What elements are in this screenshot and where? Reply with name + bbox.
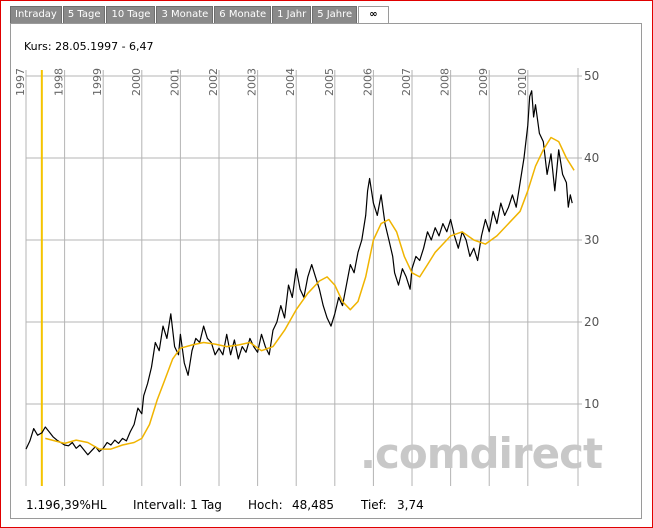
tab-6[interactable]: 5 Jahre bbox=[312, 6, 358, 23]
low-value: 3,74 bbox=[397, 498, 424, 512]
price-readout: Kurs: 28.05.1997 - 6,47 bbox=[24, 40, 154, 53]
period-tabs: Intraday 5 Tage 10 Tage 3 Monate 6 Monate 1 J… bbox=[10, 6, 390, 25]
tab-1[interactable]: 5 Tage bbox=[62, 6, 106, 23]
high-value: 48,485 bbox=[292, 498, 334, 512]
tab-5[interactable]: 1 Jahr bbox=[272, 6, 312, 23]
interval-value: Intervall: 1 Tag bbox=[133, 498, 222, 512]
high-label: Hoch: bbox=[248, 498, 283, 512]
tab-2[interactable]: 10 Tage bbox=[106, 6, 156, 23]
tab-4[interactable]: 6 Monate bbox=[214, 6, 272, 23]
chart-panel bbox=[10, 23, 642, 519]
tab-0[interactable]: Intraday bbox=[10, 6, 62, 23]
low-label: Tief: bbox=[361, 498, 387, 512]
tab-3[interactable]: 3 Monate bbox=[156, 6, 214, 23]
performance-value: 1.196,39%HL bbox=[26, 498, 107, 512]
